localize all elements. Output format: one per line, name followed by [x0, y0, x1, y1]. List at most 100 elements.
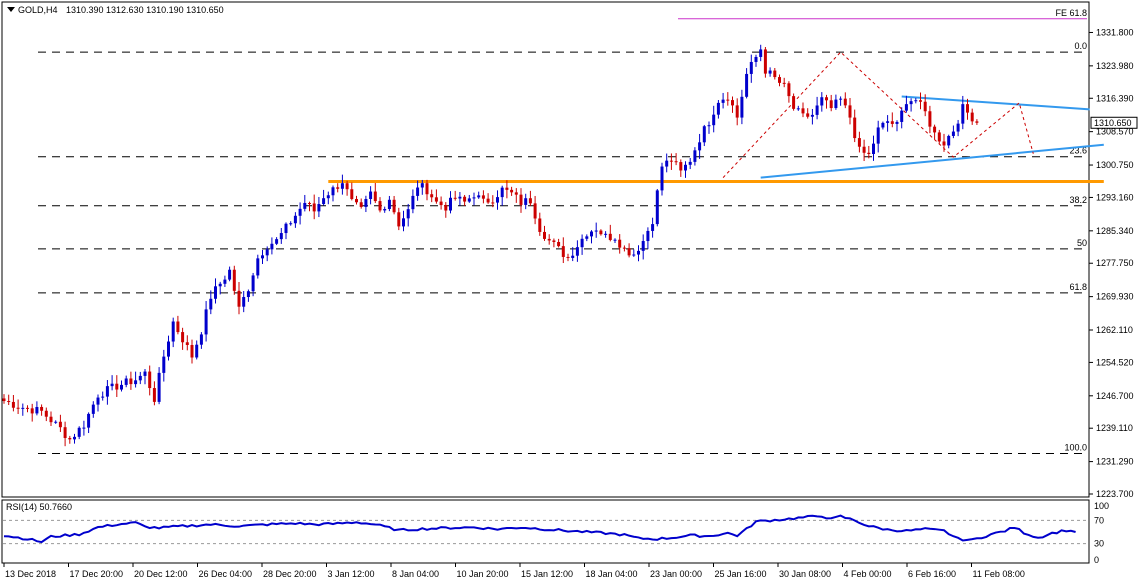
- candle-body: [411, 195, 415, 210]
- candle: [77, 426, 81, 440]
- symbol-dropdown-icon[interactable]: [7, 7, 15, 12]
- candle-body: [199, 334, 203, 345]
- candle-body: [862, 146, 866, 153]
- candle-body: [679, 162, 683, 171]
- candle-body: [637, 250, 640, 255]
- candle-body: [176, 321, 180, 333]
- candlestick-series: [2, 44, 979, 447]
- candle: [500, 185, 504, 206]
- candle-body: [425, 183, 429, 195]
- candle-body: [373, 191, 377, 202]
- main-plot-frame: [1, 1, 1090, 498]
- candle: [26, 405, 29, 413]
- price-tick-label-11: 1246.700: [1096, 391, 1134, 401]
- candle: [904, 95, 908, 113]
- candle-body: [439, 201, 443, 206]
- candle: [204, 301, 208, 342]
- candle-body: [543, 231, 546, 239]
- candle: [350, 182, 354, 201]
- candle-body: [872, 143, 875, 155]
- rsi-axis: 100 70 30 0: [1094, 501, 1109, 565]
- candle: [505, 180, 509, 199]
- candle-body: [693, 150, 697, 162]
- candle-body: [928, 111, 932, 127]
- candle: [453, 190, 457, 201]
- candle: [378, 197, 382, 213]
- candle-body: [933, 126, 937, 133]
- candle-body: [40, 406, 44, 411]
- candle-body: [782, 82, 786, 84]
- candle: [73, 433, 76, 444]
- candle-body: [63, 427, 67, 438]
- candle: [270, 237, 274, 255]
- candle: [491, 195, 495, 208]
- candle-body: [547, 238, 551, 241]
- candle: [152, 381, 156, 406]
- candle-body: [599, 230, 603, 235]
- candle: [387, 195, 391, 212]
- candle-body: [336, 187, 340, 189]
- ohlc-readout: 1310.390 1312.630 1310.190 1310.650: [66, 5, 224, 15]
- candle-body: [806, 113, 810, 117]
- candle: [693, 147, 697, 166]
- candle-body: [496, 197, 499, 203]
- candle: [496, 190, 499, 210]
- candle-body: [745, 73, 749, 97]
- candle-body: [942, 141, 946, 146]
- candle: [82, 420, 86, 436]
- candle-body: [951, 131, 955, 136]
- zigzag-overlay: [722, 51, 1034, 178]
- time-tick-label-11: 25 Jan 16:00: [715, 569, 767, 579]
- candle-body: [293, 215, 297, 224]
- candle-body: [7, 401, 11, 403]
- candle: [632, 249, 636, 257]
- candle-body: [91, 404, 95, 414]
- candle-body: [557, 241, 561, 247]
- candle-body: [251, 275, 255, 292]
- candle-body: [627, 248, 631, 256]
- candle-body: [152, 388, 156, 402]
- candle-body: [604, 233, 608, 235]
- candle-body: [796, 108, 800, 110]
- candle: [914, 97, 918, 104]
- candle-body: [839, 98, 843, 100]
- price-tick-label-8: 1269.930: [1096, 292, 1134, 302]
- candle-body: [87, 413, 91, 428]
- candle: [157, 367, 161, 405]
- candle: [265, 246, 269, 262]
- candle-body: [726, 99, 730, 101]
- candle: [115, 375, 119, 397]
- candle-body: [11, 401, 15, 408]
- candle: [101, 391, 105, 401]
- candle-body: [228, 269, 232, 280]
- candle: [289, 221, 293, 226]
- price-tick-label-9: 1262.110: [1096, 325, 1133, 335]
- candle: [383, 206, 387, 213]
- candle: [543, 225, 546, 241]
- candle-body: [618, 239, 622, 248]
- candle-body: [134, 380, 138, 385]
- candle-body: [209, 298, 213, 310]
- candle: [143, 369, 147, 385]
- time-tick-label-5: 3 Jan 12:00: [328, 569, 375, 579]
- candle: [7, 394, 11, 406]
- price-tick-label-6: 1285.340: [1096, 226, 1134, 236]
- candle: [857, 131, 861, 153]
- candle: [763, 47, 767, 78]
- candle: [406, 203, 410, 227]
- fib-label-1: 23.6: [1069, 146, 1087, 156]
- candle-body: [21, 407, 25, 409]
- rsi-indicator: [3, 514, 1088, 545]
- candle-body: [975, 121, 979, 123]
- candle-body: [317, 204, 321, 212]
- price-tick-label-7: 1277.750: [1096, 258, 1134, 268]
- candle: [44, 407, 48, 422]
- candle: [575, 240, 579, 262]
- candle: [420, 179, 424, 195]
- candle: [749, 54, 753, 83]
- candle-body: [204, 309, 208, 335]
- candle: [566, 253, 570, 262]
- time-axis: 13 Dec 2018 17 Dec 20:00 20 Dec 12:00 26 De…: [3, 563, 1025, 579]
- candle: [665, 153, 669, 173]
- candle: [533, 195, 537, 225]
